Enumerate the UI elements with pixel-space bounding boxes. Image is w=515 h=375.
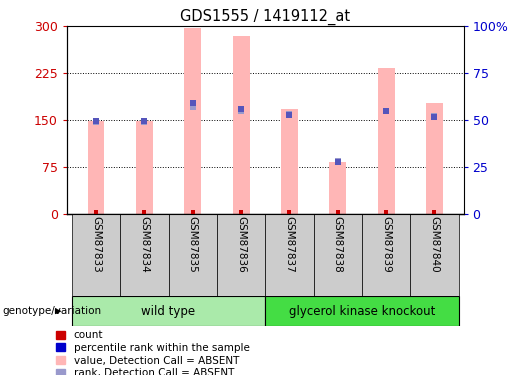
Text: GSM87839: GSM87839 <box>381 216 391 273</box>
Text: wild type: wild type <box>142 305 196 318</box>
Bar <box>377 68 394 214</box>
Bar <box>88 121 105 214</box>
Bar <box>136 121 153 214</box>
Bar <box>72 214 120 296</box>
Text: GSM87838: GSM87838 <box>333 216 343 273</box>
Bar <box>281 109 298 214</box>
Bar <box>168 214 217 296</box>
Bar <box>265 214 314 296</box>
Text: GSM87834: GSM87834 <box>140 216 149 273</box>
Bar <box>184 27 201 214</box>
Title: GDS1555 / 1419112_at: GDS1555 / 1419112_at <box>180 9 350 25</box>
Text: glycerol kinase knockout: glycerol kinase knockout <box>289 305 435 318</box>
Bar <box>410 214 459 296</box>
Bar <box>329 162 346 214</box>
Text: GSM87833: GSM87833 <box>91 216 101 273</box>
Bar <box>72 296 265 326</box>
Bar <box>120 214 168 296</box>
Bar <box>314 214 362 296</box>
Text: GSM87837: GSM87837 <box>284 216 295 273</box>
Legend: count, percentile rank within the sample, value, Detection Call = ABSENT, rank, : count, percentile rank within the sample… <box>56 330 249 375</box>
Text: GSM87835: GSM87835 <box>187 216 198 273</box>
Bar <box>426 102 443 214</box>
Bar <box>217 214 265 296</box>
Bar <box>265 296 459 326</box>
Text: genotype/variation: genotype/variation <box>3 306 101 316</box>
Text: GSM87836: GSM87836 <box>236 216 246 273</box>
Bar <box>233 36 249 214</box>
Text: GSM87840: GSM87840 <box>430 216 439 273</box>
Bar <box>362 214 410 296</box>
